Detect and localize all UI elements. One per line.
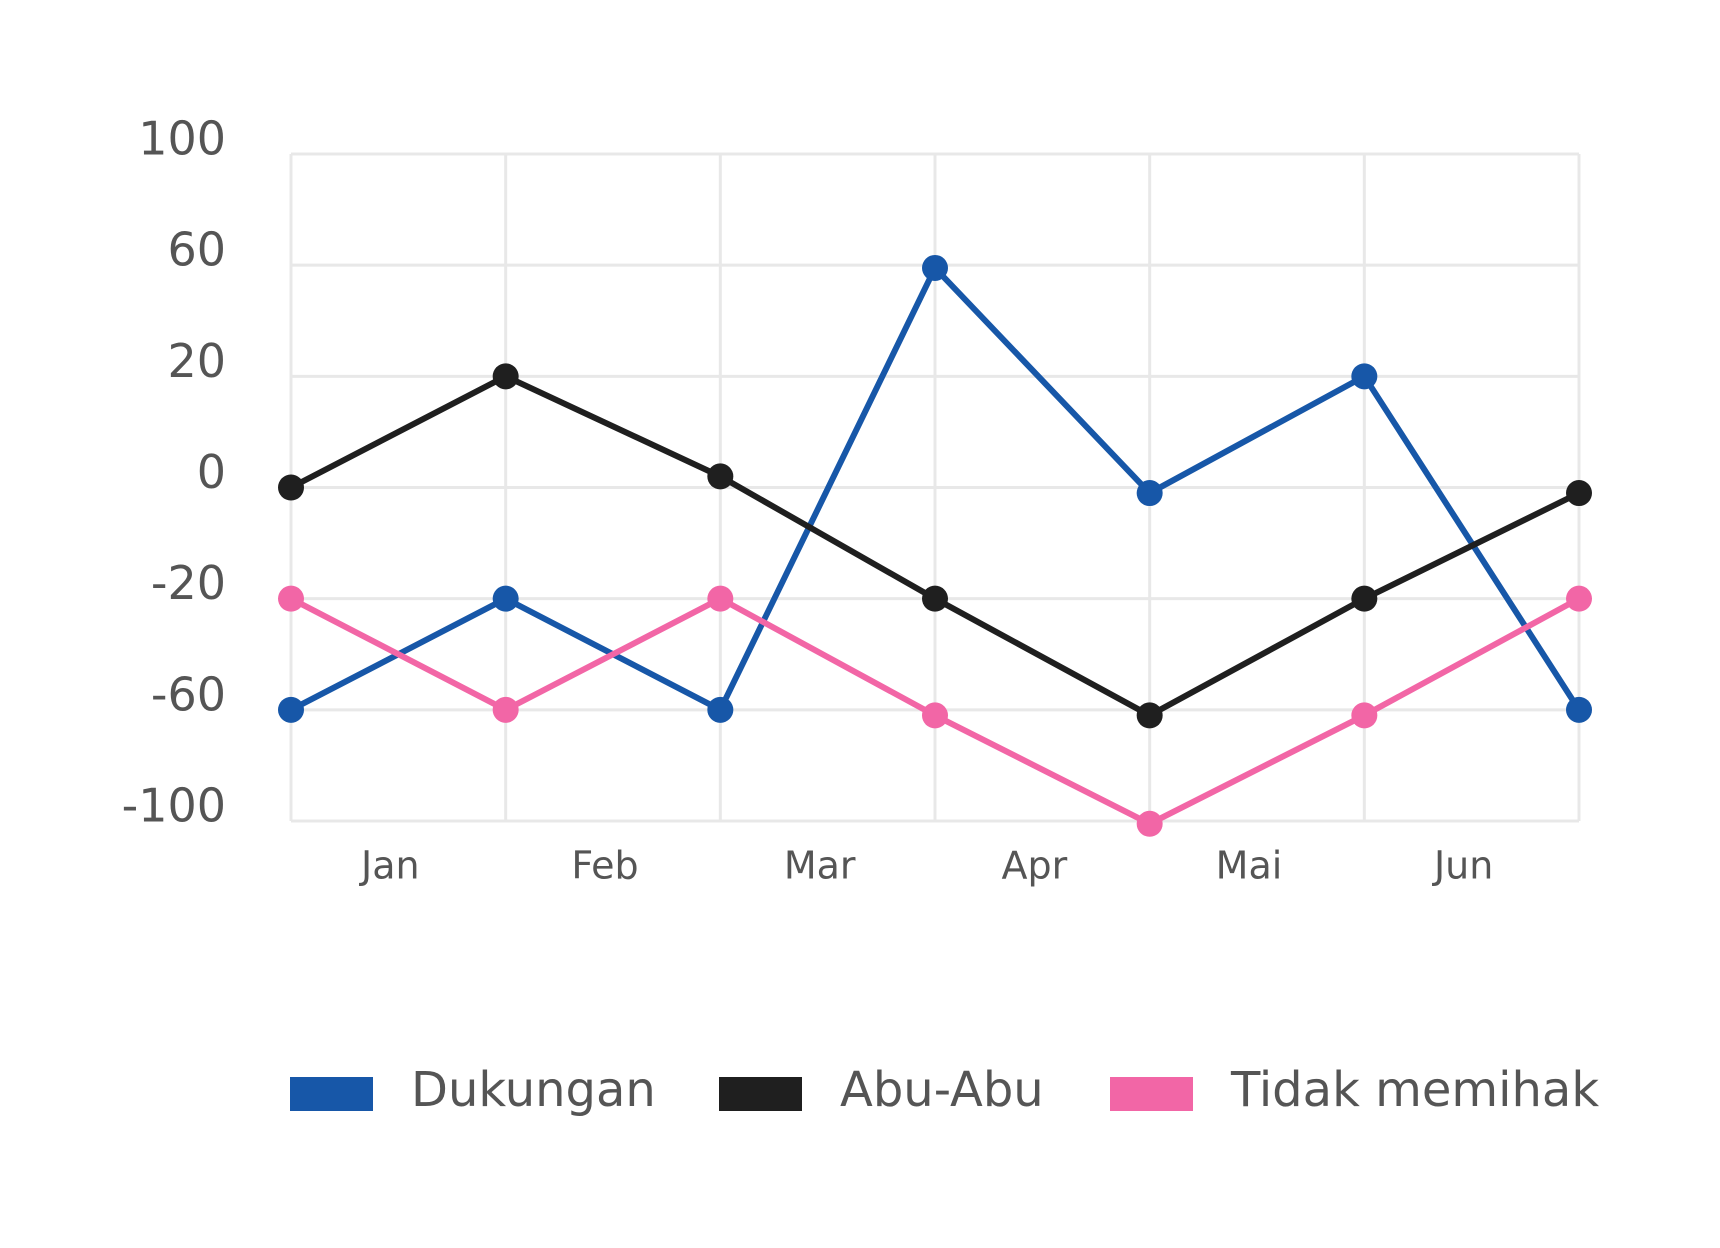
point (707, 463, 734, 490)
point (922, 254, 948, 281)
point (1566, 480, 1592, 507)
point (1136, 480, 1163, 507)
legend-swatch (719, 1077, 802, 1111)
legend: Dukungan Abu-Abu Tidak memihak (290, 1062, 1599, 1118)
y-tick-label: 0 (197, 445, 226, 499)
point (492, 696, 519, 723)
point (922, 585, 948, 612)
point (707, 696, 734, 723)
y-tick-label: 60 (167, 223, 226, 277)
x-tick-label: Mar (784, 844, 856, 888)
point (707, 585, 734, 612)
labels: 100 60 20 0 -20 -60 -100 Jan Feb Mar Apr Mai Jun (122, 112, 1494, 888)
y-tick-label: 20 (167, 334, 226, 388)
point (278, 474, 304, 501)
point (492, 585, 519, 612)
point (1566, 696, 1592, 723)
lines (278, 254, 1592, 837)
point (1136, 702, 1163, 729)
legend-label: Tidak memihak (1230, 1062, 1599, 1118)
point (1351, 702, 1378, 729)
legend-swatch (290, 1077, 373, 1111)
x-tick-label: Jan (359, 844, 420, 888)
y-tick-label: -20 (151, 556, 226, 610)
x-tick-label: Feb (571, 844, 638, 888)
x-tick-label: Apr (1001, 844, 1067, 888)
point (278, 696, 304, 723)
legend-swatch (1110, 1077, 1193, 1111)
y-tick-label: -60 (151, 667, 226, 721)
legend-label: Dukungan (411, 1062, 656, 1118)
y-tick-label: 100 (138, 112, 226, 166)
legend-label: Abu-Abu (840, 1062, 1044, 1118)
point (492, 363, 519, 390)
point (1351, 363, 1378, 390)
x-tick-label: Mai (1216, 844, 1283, 888)
point (922, 702, 948, 729)
point (1136, 810, 1163, 837)
x-tick-label: Jun (1432, 844, 1493, 888)
point (1351, 585, 1378, 612)
y-tick-label: -100 (122, 779, 226, 833)
point (278, 585, 304, 612)
point (1566, 585, 1592, 612)
